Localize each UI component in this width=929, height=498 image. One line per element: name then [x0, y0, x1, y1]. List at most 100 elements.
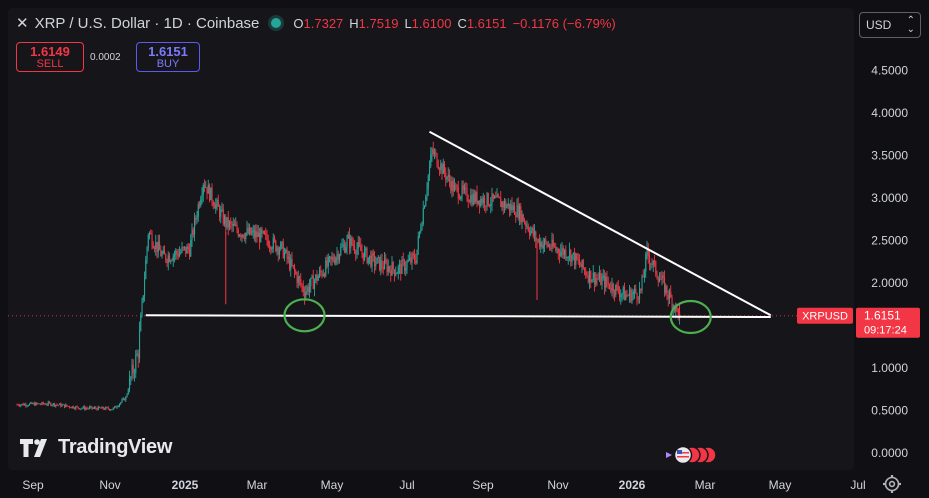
candle-body: [487, 193, 489, 206]
gear-icon[interactable]: [882, 474, 902, 494]
candle-body: [399, 263, 401, 267]
x-tick-label: May: [321, 478, 344, 492]
candle-body: [560, 251, 562, 257]
candle-body: [112, 407, 114, 410]
candle-body: [182, 247, 184, 248]
candle-body: [50, 402, 52, 406]
candle-body: [180, 251, 182, 253]
candle-body: [176, 250, 178, 254]
candle-body: [575, 253, 577, 265]
candle-body: [190, 239, 192, 257]
close-icon[interactable]: ✕: [16, 15, 29, 32]
y-tick-label: 2.5000: [871, 234, 908, 248]
candle-body: [46, 404, 48, 406]
highlight-circle: [283, 298, 326, 333]
candle-body: [442, 163, 444, 174]
candle-body: [409, 257, 411, 261]
y-tick-label: 4.5000: [871, 64, 908, 78]
candle-body: [272, 237, 274, 249]
buy-button[interactable]: 1.6151 BUY: [136, 42, 200, 72]
candle-body: [277, 247, 279, 255]
candle-body: [59, 403, 61, 405]
candle-body: [131, 364, 133, 378]
candle-body: [284, 252, 286, 258]
candle-body: [384, 259, 386, 269]
candle-body: [477, 200, 479, 204]
candle-body: [499, 196, 501, 198]
candle-body: [101, 406, 103, 409]
candle-body: [115, 406, 117, 408]
y-tick-label: 4.0000: [871, 106, 908, 120]
y-tick-label: 0.5000: [871, 404, 908, 418]
candle-body: [20, 404, 22, 406]
candle-body: [111, 409, 113, 411]
candle-body: [99, 406, 101, 408]
candle-body: [189, 249, 191, 257]
candle-body: [650, 263, 652, 265]
candle-body: [197, 204, 199, 217]
y-tick-label: 1.0000: [871, 361, 908, 375]
candle-body: [459, 198, 461, 200]
candle-body: [62, 404, 64, 406]
candle-body: [482, 197, 484, 204]
candle-body: [656, 273, 658, 278]
candle-body: [327, 257, 329, 267]
candle-body: [559, 253, 561, 257]
candle-body: [196, 216, 198, 220]
candle-body: [199, 204, 201, 206]
candle-body: [145, 260, 147, 279]
candle-body: [240, 235, 242, 238]
candle-body: [490, 204, 492, 206]
symbol-title[interactable]: XRP / U.S. Dollar · 1D · Coinbase: [34, 14, 260, 32]
candle-body: [510, 204, 512, 211]
candle-body: [321, 272, 323, 276]
candle-body: [405, 267, 407, 271]
candle-body: [71, 406, 73, 408]
candle-body: [32, 403, 34, 404]
candle-body: [367, 257, 369, 263]
candle-body: [582, 259, 584, 269]
candle-body: [677, 308, 679, 319]
currency-select[interactable]: USD ⌃ ⌄: [859, 12, 921, 38]
candle-body: [175, 250, 177, 255]
candle-body: [347, 234, 349, 239]
candle-body: [134, 372, 136, 374]
candle-body: [191, 229, 193, 240]
candle-body: [301, 284, 303, 286]
candle-body: [256, 231, 258, 238]
plot-area[interactable]: [8, 8, 854, 470]
candle-body: [215, 203, 217, 209]
candle-body: [665, 285, 667, 293]
candle-body: [547, 245, 549, 247]
candle-body: [165, 254, 167, 261]
candle-body: [411, 253, 413, 263]
candle-body: [602, 275, 604, 278]
candle-body: [167, 255, 169, 264]
candle-body: [236, 224, 238, 231]
candle-body: [64, 404, 66, 408]
candle-body: [332, 257, 334, 261]
tradingview-logo[interactable]: TradingView: [20, 436, 172, 459]
candle-body: [570, 250, 572, 262]
candle-body: [431, 148, 433, 155]
candle-body: [449, 174, 451, 182]
candle-body: [585, 270, 587, 276]
candle-body: [557, 248, 559, 254]
candle-body: [632, 292, 634, 295]
candle-body: [371, 253, 373, 267]
candle-body: [267, 240, 269, 247]
event-flags-icon[interactable]: [662, 444, 722, 466]
candle-body: [572, 252, 574, 255]
sell-button[interactable]: 1.6149 SELL: [16, 42, 84, 72]
candle-body: [491, 193, 493, 205]
candle-body: [241, 234, 243, 238]
candle-body: [124, 398, 126, 401]
candle-body: [407, 260, 409, 262]
candle-body: [609, 283, 611, 289]
candle-body: [574, 252, 576, 265]
candle-body: [637, 298, 639, 300]
candle-body: [592, 272, 594, 280]
candle-body: [444, 163, 446, 173]
candle-body: [419, 231, 421, 237]
